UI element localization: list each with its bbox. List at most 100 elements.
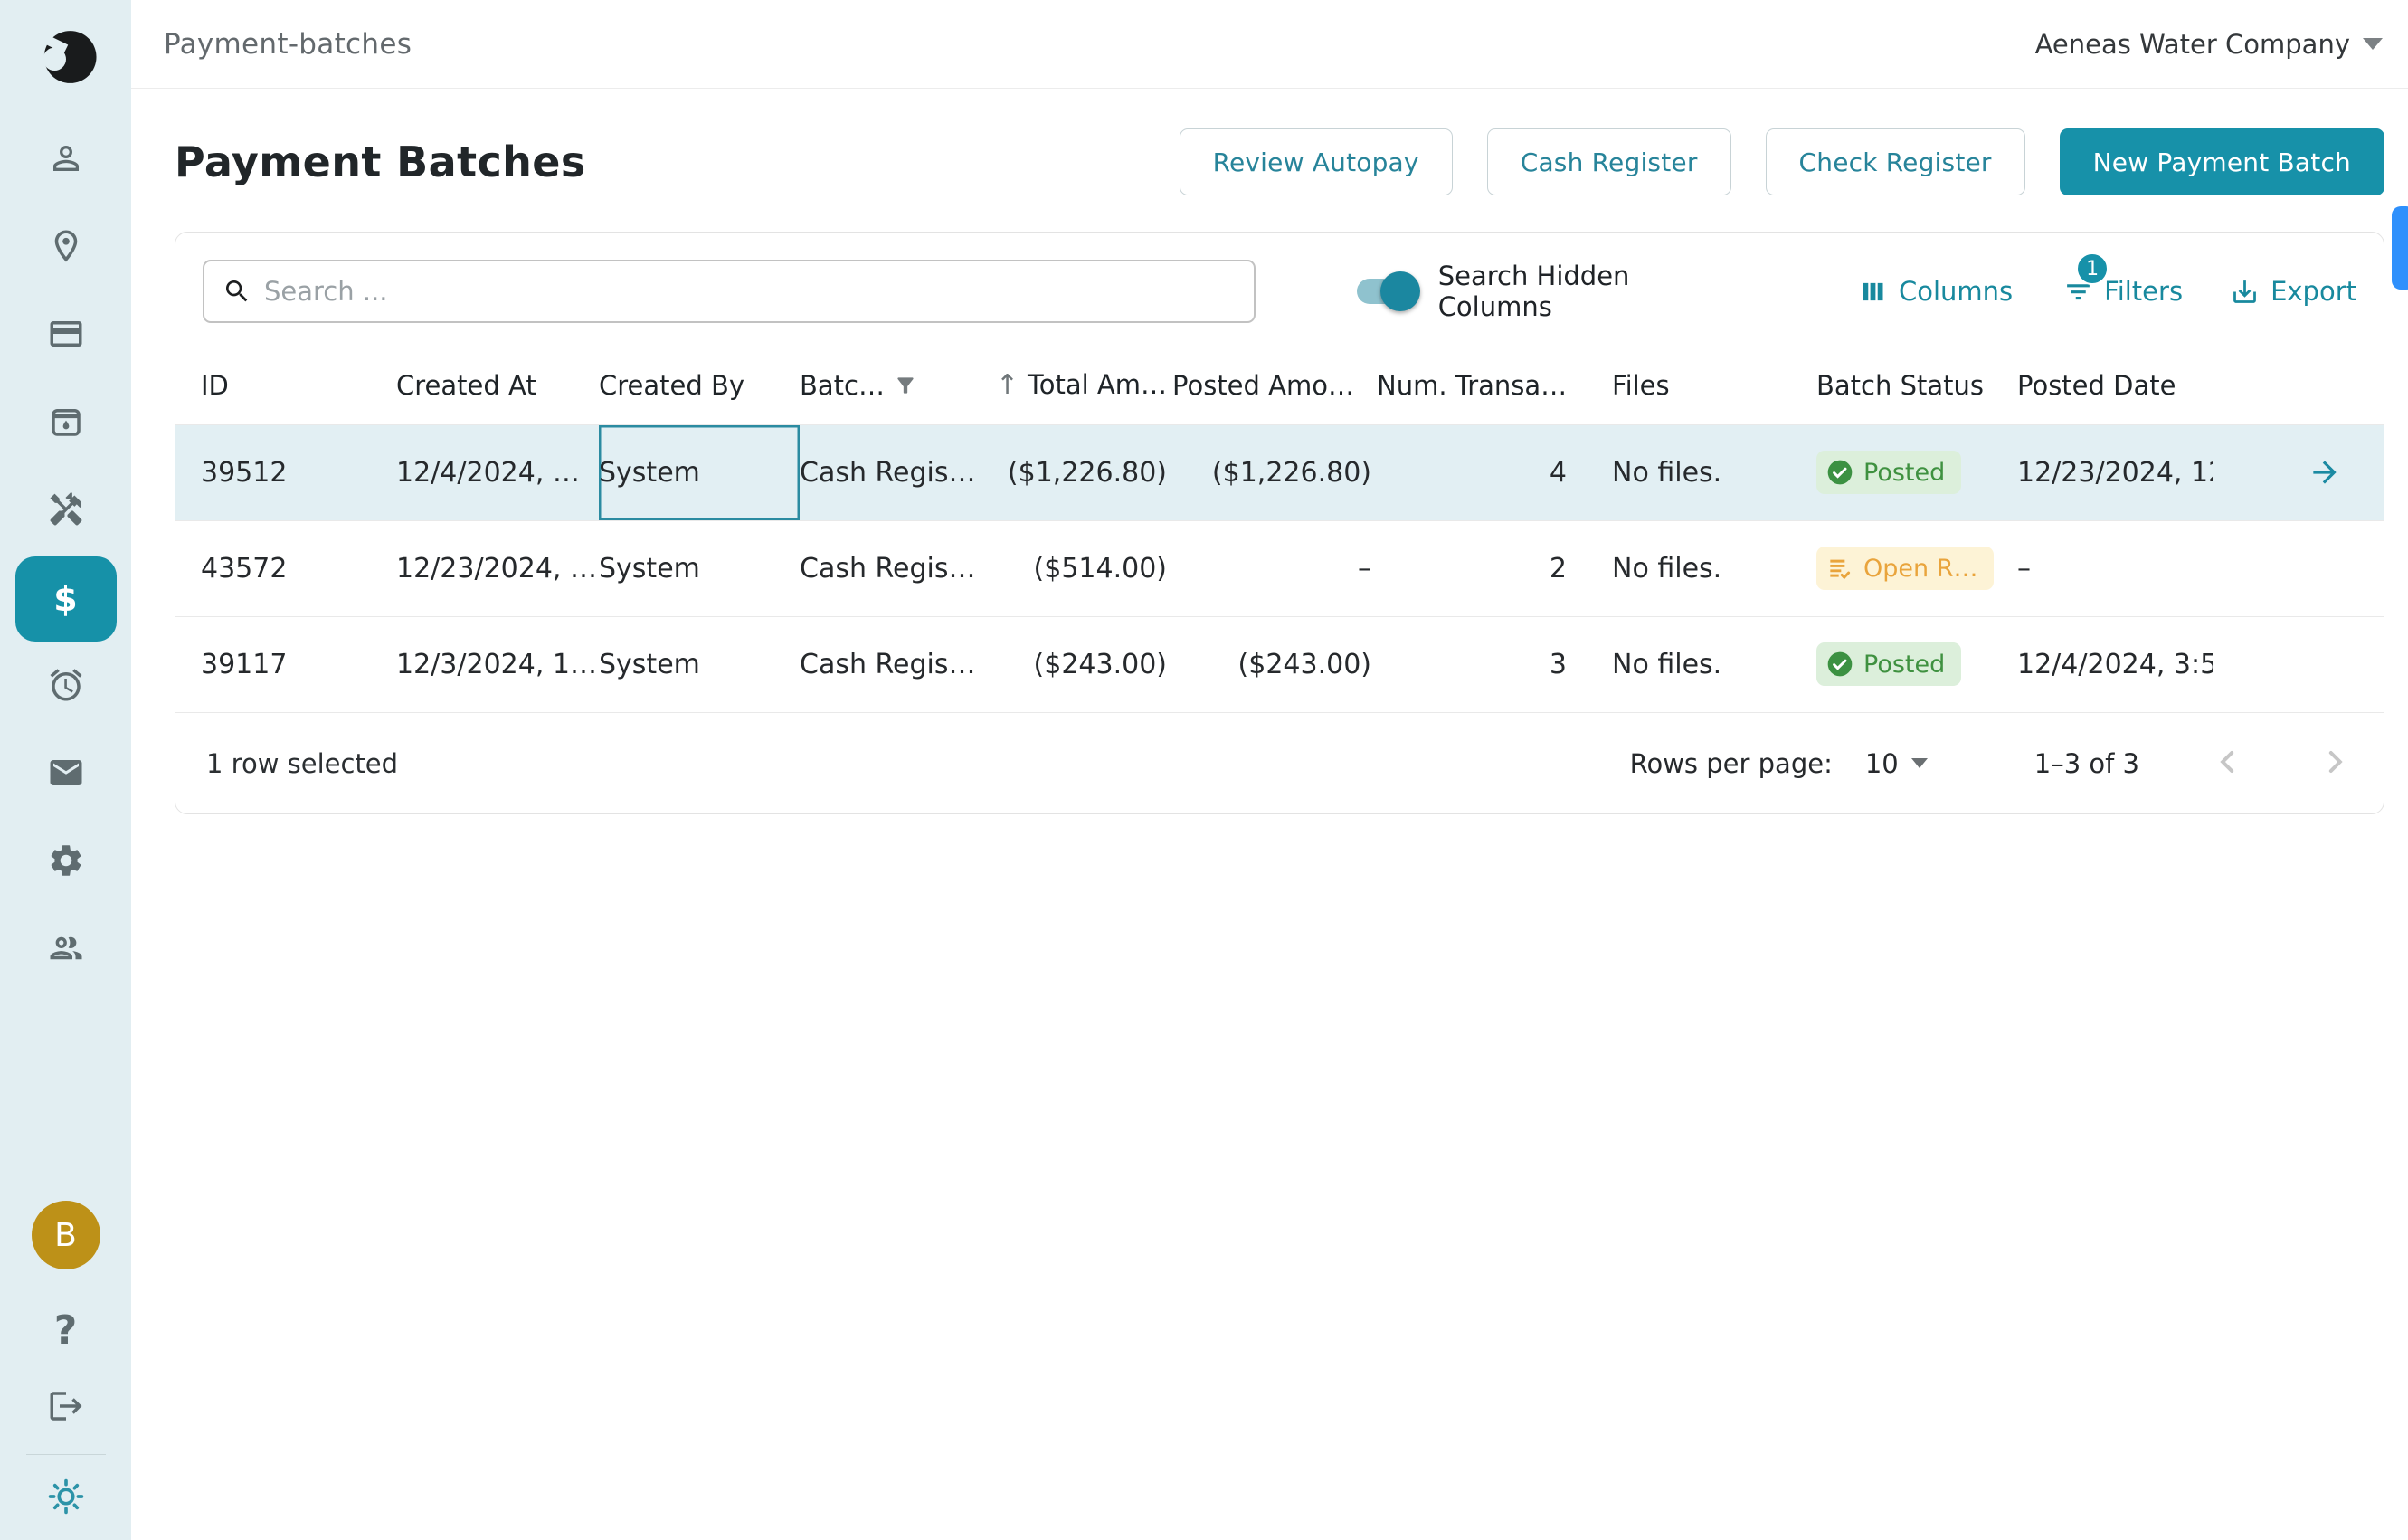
page-header: Payment Batches Review Autopay Cash Regi…	[175, 128, 2384, 195]
cell-actions	[2213, 616, 2384, 712]
check-circle-icon	[1825, 458, 1854, 487]
cell-posted-date: –	[2017, 520, 2213, 616]
export-button[interactable]: Export	[2230, 276, 2356, 307]
company-selector[interactable]: Aeneas Water Company	[2035, 29, 2383, 60]
cell-posted-date: 12/4/2024, 3:59	[2017, 616, 2213, 712]
sidebar-item-scheduled[interactable]	[0, 642, 131, 730]
col-header-created-by[interactable]: Created By	[599, 347, 800, 424]
app-root: $ B ?	[0, 0, 2408, 1540]
page-range: 1–3 of 3	[2034, 748, 2139, 779]
hidden-columns-toggle[interactable]	[1357, 279, 1414, 304]
cell-posted-date: 12/23/2024, 12:2	[2017, 424, 2213, 520]
sidebar-item-messages[interactable]	[0, 730, 131, 818]
theme-sun-icon[interactable]	[46, 1477, 86, 1520]
header-actions: Review Autopay Cash Register Check Regis…	[1180, 128, 2384, 195]
col-header-posted-amount[interactable]: Posted Amo…	[1172, 347, 1377, 424]
cell-created-by-focused[interactable]: System	[599, 424, 800, 520]
sidebar-divider	[26, 1454, 106, 1455]
cell-total-amount: ($243.00)	[991, 616, 1172, 712]
rows-per-page-select[interactable]: 10	[1865, 748, 1928, 779]
gear-icon	[47, 841, 85, 883]
table-toolbar: Search Hidden Columns Columns 1 Filters …	[175, 233, 2384, 347]
help-icon[interactable]: ?	[54, 1311, 78, 1351]
col-header-posted-date[interactable]: Posted Date	[2017, 347, 2213, 424]
cell-created-at: 12/3/2024, 1…	[396, 616, 599, 712]
edge-panel-button[interactable]	[2392, 206, 2408, 290]
next-page-button[interactable]	[2317, 744, 2353, 784]
status-badge-posted: Posted	[1816, 642, 1961, 686]
selection-status: 1 row selected	[206, 748, 398, 779]
col-header-files[interactable]: Files	[1572, 347, 1816, 424]
col-header-num-transactions[interactable]: Num. Transa…	[1377, 347, 1572, 424]
open-register-icon	[1825, 554, 1854, 583]
check-register-button[interactable]: Check Register	[1766, 128, 2025, 195]
tools-icon	[47, 490, 85, 532]
col-header-total-amount[interactable]: ↑Total Am…	[991, 347, 1172, 424]
location-pin-icon	[47, 227, 85, 269]
company-name: Aeneas Water Company	[2035, 29, 2350, 60]
sidebar-item-settings[interactable]	[0, 818, 131, 906]
table-row[interactable]: 39117 12/3/2024, 1… System Cash Regis… (…	[175, 616, 2384, 712]
table-row[interactable]: 43572 12/23/2024, … System Cash Regis… (…	[175, 520, 2384, 616]
page-title: Payment Batches	[175, 138, 586, 186]
logout-icon[interactable]	[47, 1387, 85, 1429]
cell-files: No files.	[1572, 424, 1816, 520]
cell-id: 39117	[175, 616, 396, 712]
cell-id: 43572	[175, 520, 396, 616]
new-payment-batch-button[interactable]: New Payment Batch	[2060, 128, 2384, 195]
sidebar-nav: $	[0, 116, 131, 993]
cell-files: No files.	[1572, 520, 1816, 616]
col-header-id[interactable]: ID	[175, 347, 396, 424]
check-circle-icon	[1825, 650, 1854, 679]
sidebar-item-billing[interactable]	[0, 291, 131, 379]
sidebar-item-users[interactable]	[0, 906, 131, 993]
cell-posted-amount: –	[1172, 520, 1377, 616]
sidebar-item-locations[interactable]	[0, 204, 131, 291]
prev-page-button[interactable]	[2210, 744, 2246, 784]
download-icon	[2230, 277, 2260, 307]
cell-total-amount: ($1,226.80)	[991, 424, 1172, 520]
sidebar-item-work-orders[interactable]	[0, 467, 131, 555]
open-row-arrow-icon[interactable]	[2213, 455, 2384, 490]
filter-funnel-icon[interactable]	[894, 373, 917, 398]
col-header-batch-type[interactable]: Batc…	[800, 347, 991, 424]
people-icon	[47, 929, 85, 971]
cell-posted-amount: ($1,226.80)	[1172, 424, 1377, 520]
cell-batch-type: Cash Regis…	[800, 424, 991, 520]
sidebar-item-customers[interactable]	[0, 116, 131, 204]
person-icon	[47, 139, 85, 181]
sidebar-item-payments[interactable]: $	[0, 555, 131, 642]
filters-badge: 1	[2076, 252, 2109, 285]
cell-id: 39512	[175, 424, 396, 520]
app-logo-icon[interactable]	[33, 24, 100, 90]
credit-card-icon	[47, 315, 85, 356]
dollar-icon: $	[15, 556, 117, 642]
col-header-created-at[interactable]: Created At	[396, 347, 599, 424]
sort-asc-icon: ↑	[996, 369, 1019, 401]
cell-total-amount: ($514.00)	[991, 520, 1172, 616]
dropdown-arrow-icon	[1911, 758, 1928, 768]
user-avatar[interactable]: B	[32, 1201, 100, 1269]
table-row[interactable]: 39512 12/4/2024, … System Cash Regis… ($…	[175, 424, 2384, 520]
breadcrumb: Payment-batches	[164, 28, 412, 61]
sidebar-bottom: B ?	[0, 1201, 131, 1540]
columns-button[interactable]: Columns	[1858, 276, 2013, 307]
cash-register-button[interactable]: Cash Register	[1487, 128, 1731, 195]
topbar: Payment-batches Aeneas Water Company	[131, 0, 2408, 89]
review-autopay-button[interactable]: Review Autopay	[1180, 128, 1453, 195]
cell-batch-status: Posted	[1816, 424, 2017, 520]
status-badge-posted: Posted	[1816, 451, 1961, 494]
col-header-batch-status[interactable]: Batch Status	[1816, 347, 2017, 424]
cell-actions	[2213, 520, 2384, 616]
table-header-row: ID Created At Created By Batc… ↑Total Am	[175, 347, 2384, 424]
cell-batch-status: Open R…	[1816, 520, 2017, 616]
filters-button[interactable]: 1 Filters	[2063, 276, 2183, 307]
sidebar-item-meter-reading[interactable]	[0, 379, 131, 467]
rows-per-page-label: Rows per page:	[1630, 748, 1833, 779]
cell-batch-status: Posted	[1816, 616, 2017, 712]
payment-batches-card: Search Hidden Columns Columns 1 Filters …	[175, 232, 2384, 814]
search-icon	[223, 277, 251, 306]
cell-created-by: System	[599, 520, 800, 616]
cell-posted-amount: ($243.00)	[1172, 616, 1377, 712]
search-input[interactable]	[264, 276, 1236, 307]
